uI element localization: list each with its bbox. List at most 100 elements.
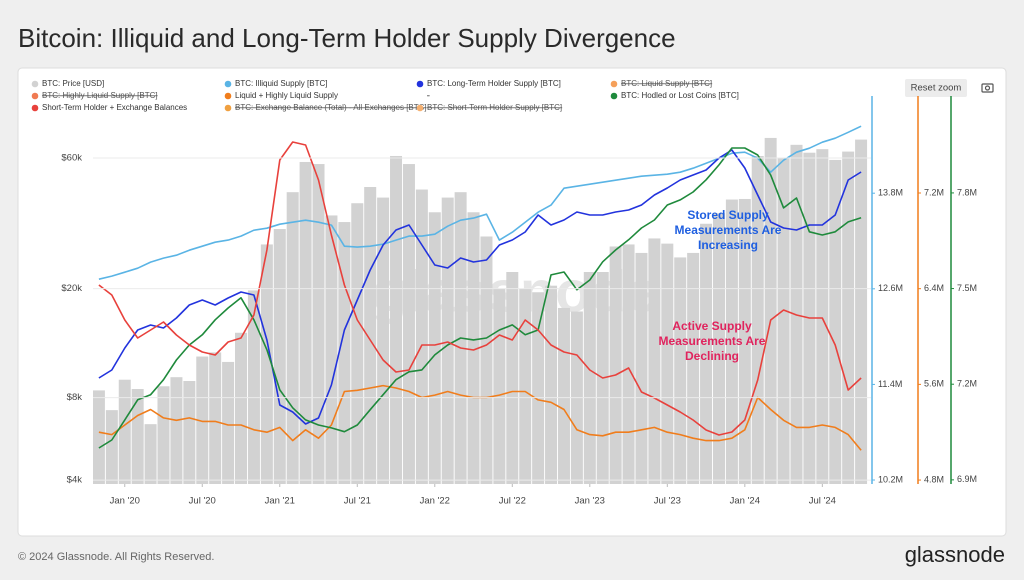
price-bar: [260, 244, 273, 484]
legend-marker: [224, 80, 232, 88]
price-bar: [674, 257, 687, 484]
price-bar: [118, 379, 131, 484]
legend-marker: [224, 104, 232, 112]
legend-label: BTC: Highly Liquid Supply [BTC]: [42, 91, 158, 100]
price-bar: [247, 290, 260, 484]
legend-label: Short-Term Holder + Exchange Balances: [42, 103, 187, 112]
y-tick-label: 5.6M: [924, 379, 944, 389]
price-bar: [157, 386, 170, 484]
price-bar: [209, 352, 222, 484]
price-bar: [144, 424, 157, 484]
price-bar: [299, 161, 312, 484]
y-tick-label: 11.4M: [878, 379, 902, 389]
x-tick-label: Jul '21: [344, 496, 371, 507]
legend-label: BTC: Illiquid Supply [BTC]: [235, 79, 327, 88]
price-bar: [480, 236, 493, 484]
price-bar: [855, 139, 868, 484]
legend-marker: [610, 80, 618, 88]
price-bar: [351, 203, 364, 484]
annotation: Active Supply Measurements Are Declining: [658, 319, 766, 363]
price-bar: [648, 238, 661, 484]
legend-marker: [224, 92, 232, 100]
series-line: [98, 141, 862, 436]
price-bar: [273, 229, 286, 484]
legend-label: Liquid + Highly Liquid Supply: [235, 91, 338, 100]
y-tick-label: 7.8M: [957, 187, 977, 197]
legend-label: BTC: Exchange Balance (Total) - All Exch…: [235, 103, 427, 112]
legend-label: BTC: Price [USD]: [42, 79, 104, 88]
price-bar: [622, 244, 635, 484]
x-tick-label: Jan '24: [730, 496, 760, 507]
y-tick-label: 7.5M: [957, 283, 977, 293]
annotation-box: Stored Supply Measurements Are Increasin…: [675, 208, 782, 252]
price-bar: [609, 246, 622, 484]
y-tick-label: $4k: [67, 475, 83, 486]
export-icon[interactable]: [981, 83, 994, 93]
legend-marker: [416, 104, 424, 112]
price-bar: [196, 356, 209, 484]
legend-marker: [31, 104, 39, 112]
x-tick-label: Jul '23: [654, 496, 681, 507]
chart-title: Bitcoin: Illiquid and Long-Term Holder S…: [18, 23, 676, 53]
price-bar: [338, 222, 351, 484]
y-tick-label: 6.9M: [957, 474, 977, 484]
price-bar: [816, 149, 829, 484]
reset-zoom-button[interactable]: [905, 79, 967, 97]
y-tick-label: $20k: [61, 283, 82, 294]
x-tick-label: Jul '22: [499, 496, 526, 507]
price-bar: [751, 155, 764, 484]
price-bar: [532, 292, 545, 484]
price-bar: [93, 390, 105, 484]
legend-label: BTC: Long-Term Holder Supply [BTC]: [427, 79, 561, 88]
series-line: [98, 149, 862, 425]
legend-label: BTC: Liquid Supply [BTC]: [621, 79, 712, 88]
legend-marker: [610, 92, 618, 100]
y-tick-label: 6.4M: [924, 283, 944, 293]
x-tick-label: Jan '20: [110, 496, 140, 507]
legend-marker: [31, 92, 39, 100]
y-tick-label: $60k: [61, 152, 82, 163]
price-bar: [493, 288, 506, 484]
y-tick-label: 12.6M: [878, 283, 903, 293]
price-bar: [842, 151, 855, 484]
price-bar: [325, 215, 338, 484]
legend-label: BTC: Hodled or Lost Coins [BTC]: [621, 91, 739, 100]
price-bar: [415, 189, 428, 484]
price-bar: [519, 288, 532, 484]
plot-area: [93, 125, 868, 484]
price-bar: [222, 361, 235, 484]
legend-label: -: [427, 91, 430, 100]
x-tick-label: Jan '21: [265, 496, 295, 507]
y-tick-label: $8k: [67, 392, 83, 403]
series-line: [98, 147, 862, 449]
price-bar: [105, 410, 118, 484]
price-bar: [777, 157, 790, 484]
legend-marker: [31, 80, 39, 88]
price-bar: [545, 285, 558, 484]
price-bar: [235, 332, 248, 484]
price-bar: [377, 197, 390, 484]
legend-marker: [416, 80, 424, 88]
price-bar: [829, 159, 842, 484]
price-bar: [661, 243, 674, 484]
price-bar: [725, 199, 738, 484]
camera-body[interactable]: [981, 83, 994, 93]
price-bar: [712, 213, 725, 484]
camera-lens[interactable]: [984, 85, 991, 91]
price-bar: [364, 186, 377, 484]
footer: © 2024 Glassnode. All Rights Reserved.: [18, 551, 214, 563]
price-bar: [390, 155, 403, 484]
price-bar: [428, 212, 441, 484]
y-tick-label: 4.8M: [924, 474, 944, 484]
y-tick-label: 7.2M: [924, 187, 944, 197]
price-bar: [635, 252, 648, 484]
price-bar: [441, 197, 454, 484]
price-bar: [312, 164, 325, 484]
price-bar: [467, 212, 480, 484]
price-bar: [131, 389, 144, 484]
reset-zoom-label[interactable]: Reset zoom: [911, 83, 962, 94]
price-bar: [183, 380, 196, 484]
y-tick-label: 10.2M: [878, 474, 903, 484]
